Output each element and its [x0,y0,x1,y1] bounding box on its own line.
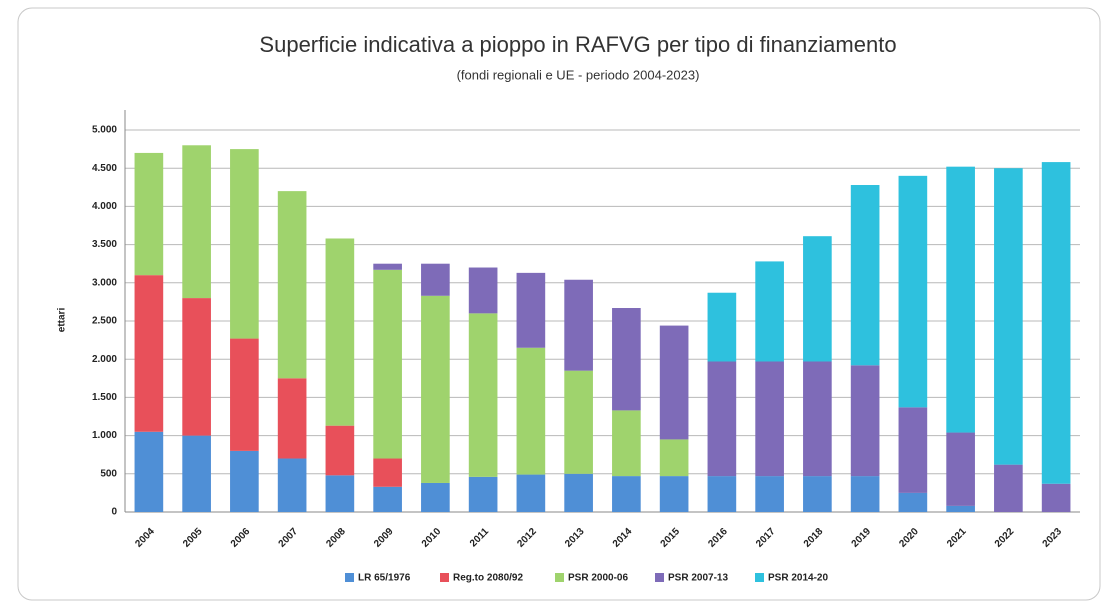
bar-segment [994,168,1023,465]
legend-label: PSR 2007-13 [668,573,728,584]
bar-segment [516,474,546,512]
bar-segment [659,439,689,477]
bar-segment [755,361,784,477]
bar-segment [755,476,784,512]
bar-segment [564,473,593,512]
bar-segment [230,149,259,339]
bar-segment [850,185,880,366]
bar-segment [707,292,737,362]
bar-segment [612,308,641,411]
bar-segment [755,261,784,362]
y-tick-label: 4.000 [92,201,117,212]
bar-segment [230,338,259,451]
bar-segment [612,476,641,512]
chart-title: Superficie indicativa a pioppo in RAFVG … [259,32,896,57]
bar-segment [898,175,928,408]
bar-segment [325,238,355,426]
bar-segment [373,263,402,270]
bar-segment [850,476,880,512]
bar-segment [325,475,355,512]
legend-label: Reg.to 2080/92 [453,573,523,584]
bar-segment [898,492,928,512]
y-tick-label: 500 [100,468,117,479]
legend-swatch [555,573,564,582]
bar-segment [277,191,307,379]
bar-segment [468,267,498,314]
bar-segment [468,313,498,477]
bar-segment [516,347,546,475]
bar-segment [898,407,928,493]
bar-segment [946,505,975,512]
bar-segment [564,279,593,371]
bar-segment [1041,162,1071,484]
y-tick-label: 2.000 [92,354,117,365]
y-tick-label: 1.500 [92,392,117,403]
y-tick-label: 2.500 [92,316,117,327]
legend-swatch [655,573,664,582]
bar-segment [1041,483,1071,512]
legend-swatch [755,573,764,582]
bar-segment [516,272,546,348]
bar-segment [468,476,498,512]
frame [17,7,1101,601]
legend-swatch [440,573,449,582]
bar-segment [850,365,880,477]
bar-segment [373,458,402,487]
y-tick-label: 5.000 [92,125,117,136]
y-tick-label: 3.000 [92,277,117,288]
bar-segment [373,486,402,512]
bar-segment [277,378,307,459]
legend-swatch [345,573,354,582]
bar-segment [421,295,450,483]
legend-label: LR 65/1976 [358,573,411,584]
bar-segment [373,269,402,459]
bar-segment [421,482,450,512]
bar-segment [134,431,164,512]
bar-segment [803,236,832,362]
bar-segment [182,435,211,512]
y-tick-label: 1.000 [92,430,117,441]
bar-segment [182,145,211,299]
y-tick-label: 3.500 [92,239,117,250]
bar-segment [277,458,307,512]
y-axis-label: ettari [57,308,68,333]
chart-subtitle: (fondi regionali e UE - periodo 2004-202… [457,67,700,82]
legend-label: PSR 2000-06 [568,573,628,584]
bar-segment [612,410,641,477]
bar-segment [564,370,593,474]
bar-segment [946,432,975,506]
bar-segment [659,325,689,440]
bar-segment [325,425,355,476]
bar-segment [946,166,975,433]
bar-segment [134,152,164,276]
y-tick-label: 4.500 [92,163,117,174]
y-tick-label: 0 [111,507,117,518]
bar-segment [707,361,737,477]
bar-segment [134,275,164,432]
legend-label: PSR 2014-20 [768,573,828,584]
bar-segment [182,298,211,436]
bar-segment [803,476,832,512]
bar-segment [659,476,689,512]
bar-segment [803,361,832,477]
bar-segment [230,450,259,512]
bar-segment [421,263,450,296]
bar-segment [994,464,1023,512]
bar-segment [707,476,737,512]
